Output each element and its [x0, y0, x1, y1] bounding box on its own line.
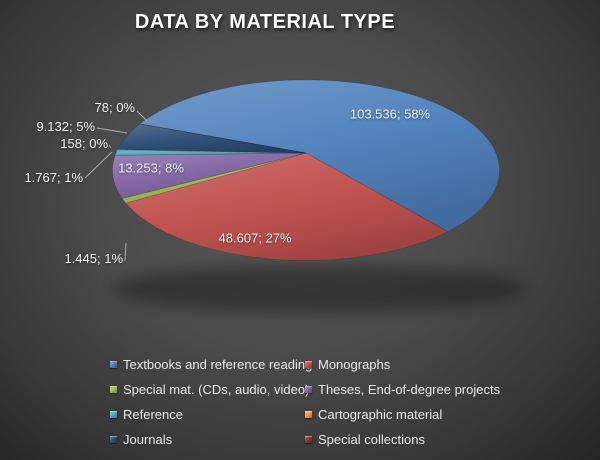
legend-label: Reference [123, 407, 183, 422]
pie-chart[interactable] [0, 0, 600, 345]
legend-swatch-journals [110, 436, 117, 443]
leader-line-cartographic [108, 144, 112, 149]
data-label-journals: 9.132; 5% [36, 119, 95, 134]
legend-swatch-cartographic [305, 411, 312, 418]
legend-swatch-reference [110, 411, 117, 418]
legend-swatch-theses [305, 386, 312, 393]
legend-swatch-textbooks [110, 361, 117, 368]
pie-slices[interactable] [112, 79, 500, 261]
chart-title: DATA BY MATERIAL TYPE [134, 11, 396, 33]
pie-slice-theses[interactable] [112, 152, 307, 199]
data-label-reference: 1.767; 1% [24, 170, 83, 185]
data-label-special-collections: 78; 0% [94, 100, 135, 115]
pie-slice-textbooks[interactable] [139, 79, 500, 232]
legend-item-journals[interactable]: Journals [110, 431, 172, 448]
legend-item-textbooks[interactable]: Textbooks and reference reading [110, 356, 312, 373]
data-label-theses: 13.253; 8% [118, 160, 184, 176]
legend-swatch-special-mat [110, 386, 117, 393]
legend-item-special-collections[interactable]: Special collections [305, 431, 425, 448]
data-label-textbooks: 103.536; 58% [349, 106, 431, 122]
legend-item-special-mat[interactable]: Special mat. (CDs, audio, video) [110, 381, 309, 398]
legend-item-cartographic[interactable]: Cartographic material [305, 406, 442, 423]
legend-label: Monographs [318, 357, 391, 372]
legend-label: Special collections [318, 432, 425, 447]
pie-shadow [114, 265, 526, 313]
legend-item-monographs[interactable]: Monographs [305, 356, 390, 373]
leader-line-special-collections [136, 110, 148, 122]
legend-label: Theses, End-of-degree projects [318, 382, 501, 397]
legend-swatch-special-collections [305, 436, 312, 443]
pie-slice-reference[interactable] [114, 149, 307, 156]
legend-item-reference[interactable]: Reference [110, 406, 183, 423]
legend-label: Journals [123, 432, 173, 447]
leader-line-special-mat [124, 242, 127, 262]
legend-label: Special mat. (CDs, audio, video) [123, 382, 310, 397]
data-label-special-mat: 1.445; 1% [64, 251, 123, 266]
legend-label: Textbooks and reference reading [123, 357, 313, 372]
pie-slice-journals[interactable] [116, 123, 307, 154]
legend-item-theses[interactable]: Theses, End-of-degree projects [305, 381, 500, 398]
leader-line-reference [84, 151, 113, 179]
pie-slice-special-collections[interactable] [138, 123, 307, 154]
legend-swatch-monographs [305, 361, 312, 368]
legend-label: Cartographic material [318, 407, 443, 422]
data-label-cartographic: 158; 0% [60, 136, 108, 151]
pie-slice-monographs[interactable] [125, 152, 449, 261]
leader-line-journals [96, 127, 128, 134]
data-label-monographs: 48.607; 27% [218, 230, 292, 246]
